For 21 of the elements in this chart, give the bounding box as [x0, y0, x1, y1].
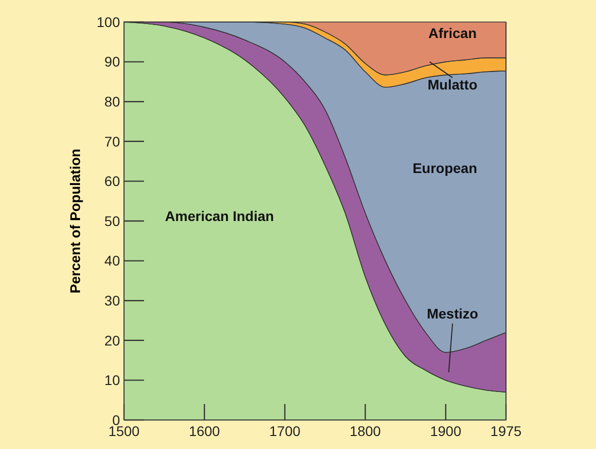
y-tick-label: 30 — [104, 292, 120, 308]
y-axis-title: Percent of Population — [67, 148, 83, 294]
y-tick-label: 70 — [104, 133, 120, 150]
y-tick-label: 10 — [104, 372, 120, 388]
x-tick-label: 1600 — [188, 423, 220, 439]
series-label: Mestizo — [426, 306, 478, 322]
x-tick-label: 1975 — [490, 423, 522, 439]
y-tick-label: 80 — [104, 94, 120, 110]
y-tick-label: 60 — [104, 173, 120, 190]
y-tick-label: 90 — [104, 54, 120, 70]
x-tick-label: 1800 — [350, 423, 382, 439]
y-tick-label: 50 — [104, 212, 120, 229]
y-tick-label: 100 — [96, 14, 120, 30]
series-label: European — [412, 160, 478, 176]
x-tick-label: 1900 — [430, 423, 462, 439]
x-tick-label: 1700 — [269, 423, 301, 439]
legend-label: American Indian — [165, 208, 274, 224]
series-label: Mulatto — [428, 76, 478, 93]
series-label: African — [428, 24, 477, 41]
y-tick-label: 20 — [104, 332, 120, 348]
y-tick-label: 40 — [104, 252, 120, 269]
